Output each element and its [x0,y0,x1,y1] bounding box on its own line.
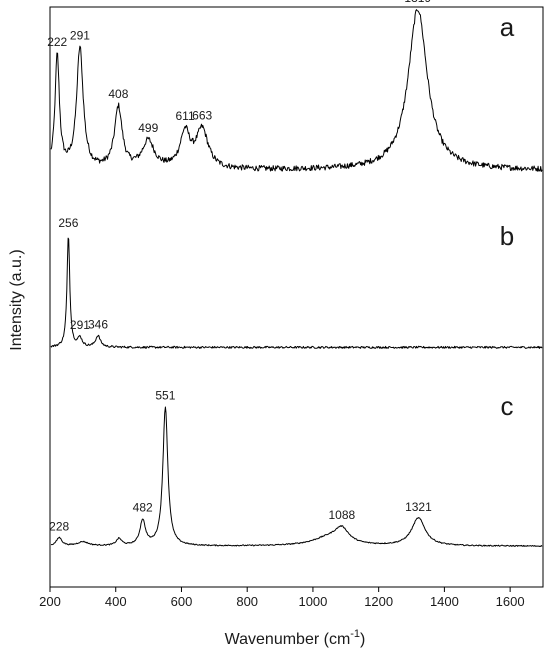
x-axis-title: Wavenumber (cm-1) [225,628,366,648]
peak-label: 256 [58,216,78,230]
x-tick-label: 800 [236,594,258,609]
plot-area [49,6,544,588]
peak-labels: 2222914084996116631319256291346228482551… [47,0,432,533]
panel-letters: a b c [500,12,515,421]
spectrum-line-c [50,406,543,547]
x-tick-label: 1600 [496,594,525,609]
x-axis-title-text: Wavenumber (cm [225,631,351,648]
peak-label: 1321 [405,500,432,514]
x-tick-label: 200 [39,594,61,609]
peak-label: 228 [49,519,69,533]
x-axis-ticks: 200 400 600 800 1000 1200 1400 1600 [39,587,525,609]
peak-label: 346 [88,318,108,332]
panel-letter-b: b [500,221,514,251]
peak-label: 222 [47,35,67,49]
spectra [50,9,543,547]
spectrum-line-b [50,237,543,349]
panel-letter-a: a [500,12,515,42]
x-tick-label: 400 [105,594,127,609]
x-tick-label: 1400 [430,594,459,609]
peak-label: 499 [138,121,158,135]
peak-label: 291 [70,318,90,332]
peak-label: 1088 [329,508,356,522]
peak-label: 1319 [404,0,431,5]
peak-label: 551 [155,388,175,402]
y-axis-title: Intensity (a.u.) [8,249,25,350]
spectrum-line-a [50,9,543,172]
peak-label: 408 [108,87,128,101]
plot-frame [49,6,544,588]
x-tick-label: 600 [171,594,193,609]
x-axis-title-close: ) [360,631,365,648]
peak-label: 663 [192,108,212,122]
peak-label: 482 [133,501,153,515]
x-tick-label: 1200 [364,594,393,609]
peak-label: 291 [70,28,90,42]
panel-letter-c: c [501,391,514,421]
x-tick-label: 1000 [298,594,327,609]
x-axis-title-superscript: -1 [350,628,360,640]
peak-label: 611 [176,109,195,123]
